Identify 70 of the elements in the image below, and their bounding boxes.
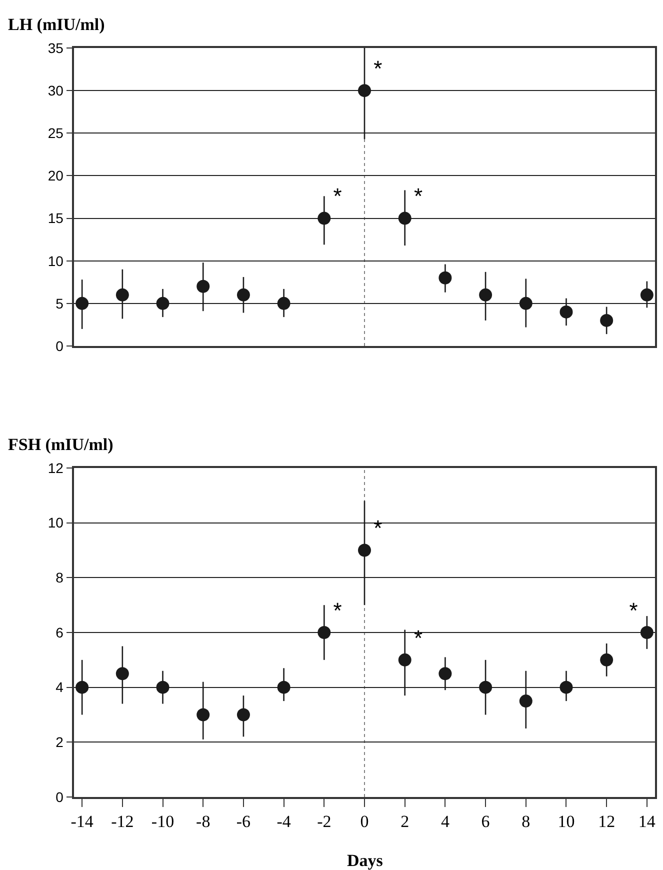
y-tick-label: 6 [56, 624, 64, 640]
point [277, 680, 290, 694]
x-tick-label: -10 [151, 812, 174, 832]
data-label: * [333, 184, 342, 209]
y-axis-title: FSH (mIU/ml) [8, 435, 114, 454]
y-tick-label: 0 [56, 788, 64, 805]
point [560, 305, 573, 318]
point [519, 296, 532, 310]
point [156, 296, 170, 310]
y-tick-label: 12 [48, 460, 64, 476]
point [116, 288, 129, 302]
data-label: * [629, 598, 638, 623]
data-label: * [333, 598, 342, 623]
data-label: * [374, 516, 383, 541]
point [640, 288, 654, 302]
x-tick-label: 8 [522, 812, 530, 832]
y-tick-label: 20 [48, 168, 64, 184]
x-tick-label: 12 [598, 812, 616, 832]
y-tick-label: 35 [48, 40, 64, 56]
x-tick-label: -6 [236, 812, 251, 832]
point [640, 626, 654, 639]
x-tick-label: 0 [360, 812, 369, 832]
y-tick-label: 4 [56, 679, 64, 696]
point [600, 653, 614, 666]
y-tick-label: 5 [56, 295, 64, 312]
x-tick-label: -12 [111, 812, 134, 832]
y-tick-label: 25 [48, 125, 64, 142]
data-label: * [414, 625, 423, 650]
y-tick-label: 10 [48, 252, 64, 269]
point [398, 653, 412, 666]
y-tick-label: 2 [56, 734, 64, 750]
x-tick-label: -2 [317, 812, 332, 832]
point [196, 280, 210, 293]
point [600, 314, 614, 327]
point [196, 708, 210, 722]
point [479, 680, 492, 694]
point [519, 694, 532, 708]
point [318, 212, 331, 225]
point [438, 667, 452, 680]
point [358, 544, 371, 557]
x-axis-title: Days [347, 851, 384, 870]
x-tick-label: 10 [558, 812, 575, 832]
x-tick-label: 14 [638, 812, 656, 832]
point [277, 296, 290, 310]
data-label: * [414, 184, 423, 209]
data-label: * [374, 56, 383, 81]
x-tick-label: 4 [440, 812, 450, 832]
y-tick-label: 30 [48, 82, 64, 98]
point [236, 288, 250, 302]
x-tick-label: -14 [70, 812, 94, 832]
x-tick-label: 2 [400, 812, 410, 832]
point [116, 667, 129, 680]
point [560, 680, 573, 694]
y-axis-title: LH (mIU/ml) [8, 15, 105, 34]
x-tick-label: -4 [276, 812, 292, 832]
point [358, 84, 371, 98]
point [479, 288, 492, 302]
y-tick-label: 8 [56, 570, 64, 586]
point [76, 680, 89, 694]
point [438, 271, 452, 284]
x-tick-label: -8 [196, 812, 210, 832]
point [76, 296, 89, 310]
x-tick-label: 6 [481, 812, 490, 832]
point [156, 680, 170, 694]
point [398, 212, 412, 225]
y-tick-label: 0 [56, 338, 64, 354]
y-tick-label: 10 [48, 514, 64, 531]
point [318, 626, 331, 639]
point [236, 708, 250, 722]
y-tick-label: 15 [48, 210, 64, 226]
